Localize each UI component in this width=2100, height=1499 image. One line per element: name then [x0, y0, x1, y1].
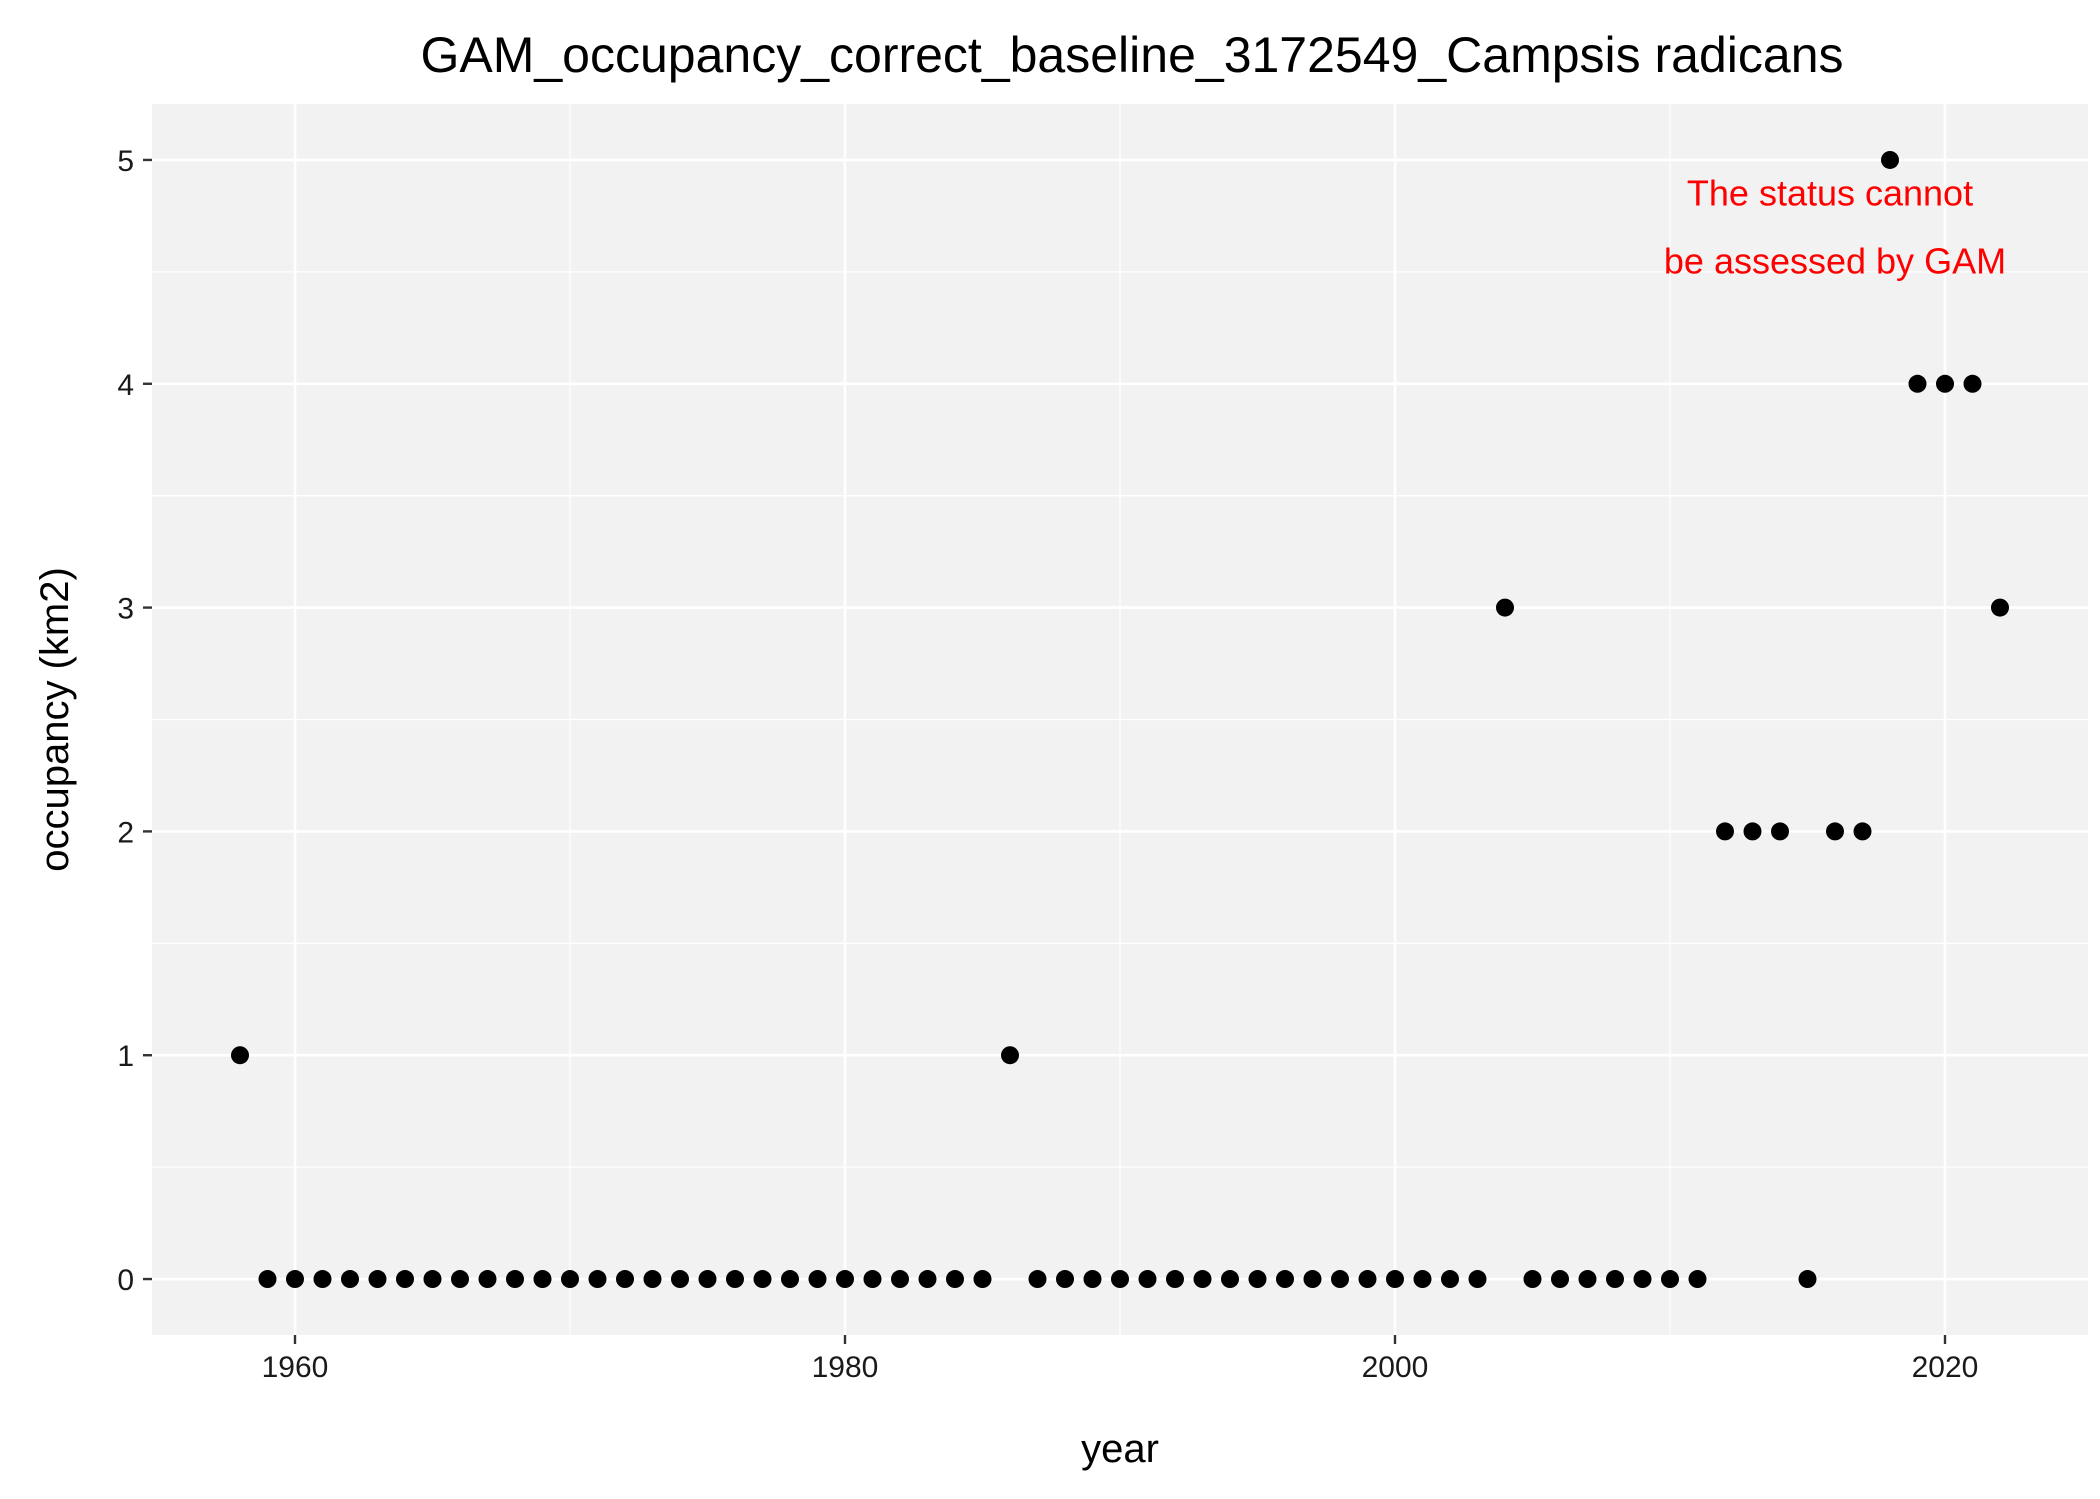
chart-title: GAM_occupancy_correct_baseline_3172549_C…	[420, 27, 1843, 83]
data-point	[478, 1270, 497, 1289]
y-tick-label: 2	[117, 816, 134, 849]
data-point	[863, 1270, 882, 1289]
data-point	[946, 1270, 964, 1289]
y-tick-label: 5	[117, 145, 134, 178]
data-point	[451, 1270, 469, 1289]
data-point	[1908, 374, 1927, 393]
data-point	[1578, 1270, 1597, 1289]
data-point	[368, 1270, 387, 1289]
data-point	[1276, 1270, 1294, 1289]
annotation-line-1: The status cannot	[1687, 173, 1973, 214]
data-point	[753, 1270, 772, 1289]
data-point	[1331, 1270, 1349, 1289]
data-point	[1963, 374, 1982, 393]
data-point	[891, 1270, 909, 1289]
data-points	[231, 150, 2009, 1289]
y-tick-label: 4	[117, 369, 134, 402]
x-tick-label: 1980	[812, 1351, 879, 1384]
x-axis: 1960 1980 2000 2020	[262, 1335, 1979, 1384]
data-point	[836, 1270, 854, 1289]
data-point	[671, 1270, 689, 1289]
data-point	[616, 1270, 634, 1289]
data-point	[1386, 1270, 1404, 1289]
x-axis-title: year	[1081, 1427, 1159, 1471]
data-point	[1193, 1270, 1212, 1289]
data-point	[781, 1270, 799, 1289]
x-tick-label: 1960	[262, 1351, 329, 1384]
data-point	[1083, 1270, 1102, 1289]
annotation-line-2: be assessed by GAM	[1664, 241, 2006, 282]
data-point	[588, 1270, 607, 1289]
data-point	[1743, 822, 1762, 841]
data-point	[506, 1270, 524, 1289]
data-point	[313, 1270, 332, 1289]
data-point	[1413, 1270, 1432, 1289]
data-point	[1001, 1046, 1019, 1065]
data-point	[286, 1270, 304, 1289]
y-tick-label: 3	[117, 593, 134, 626]
minor-gridlines	[152, 104, 2088, 1335]
data-point	[1661, 1270, 1679, 1289]
data-point	[698, 1270, 717, 1289]
data-point	[231, 1046, 249, 1065]
data-point	[1468, 1270, 1487, 1289]
data-point	[1056, 1270, 1074, 1289]
major-gridlines	[152, 104, 2088, 1335]
x-tick-label: 2000	[1362, 1351, 1429, 1384]
data-point	[1798, 1270, 1817, 1289]
y-tick-label: 1	[117, 1040, 134, 1073]
data-point	[533, 1270, 552, 1289]
data-point	[341, 1270, 359, 1289]
data-point	[1303, 1270, 1322, 1289]
data-point	[1111, 1270, 1129, 1289]
data-point	[1853, 822, 1872, 841]
data-point	[1221, 1270, 1239, 1289]
status-annotation: The status cannot be assessed by GAM	[1664, 173, 2006, 282]
y-axis-title: occupancy (km2)	[33, 567, 77, 872]
data-point	[1138, 1270, 1157, 1289]
data-point	[561, 1270, 579, 1289]
data-point	[1166, 1270, 1184, 1289]
data-point	[1523, 1270, 1542, 1289]
data-point	[1358, 1270, 1377, 1289]
data-point	[1936, 374, 1954, 393]
data-point	[726, 1270, 744, 1289]
data-point	[1606, 1270, 1624, 1289]
data-point	[1771, 822, 1789, 841]
data-point	[643, 1270, 662, 1289]
data-point	[1633, 1270, 1652, 1289]
data-point	[1991, 598, 2009, 617]
data-point	[1688, 1270, 1707, 1289]
data-point	[808, 1270, 827, 1289]
data-point	[423, 1270, 442, 1289]
data-point	[1826, 822, 1844, 841]
data-point	[1716, 822, 1734, 841]
data-point	[1551, 1270, 1569, 1289]
x-tick-label: 2020	[1912, 1351, 1979, 1384]
data-point	[258, 1270, 277, 1289]
data-point	[1496, 598, 1514, 617]
data-point	[1441, 1270, 1459, 1289]
y-tick-label: 0	[117, 1264, 134, 1297]
y-axis: 0 1 2 3 4 5	[117, 145, 152, 1297]
data-point	[396, 1270, 414, 1289]
data-point	[1248, 1270, 1267, 1289]
data-point	[973, 1270, 992, 1289]
data-point	[918, 1270, 937, 1289]
data-point	[1028, 1270, 1047, 1289]
data-point	[1881, 150, 1899, 169]
